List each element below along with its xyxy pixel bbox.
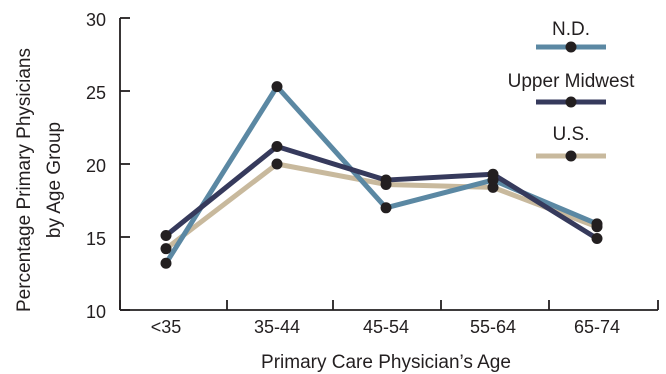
y-tick-label: 15 bbox=[86, 229, 106, 249]
data-point bbox=[271, 140, 283, 152]
y-axis-ticks: 10 15 20 25 30 bbox=[86, 10, 130, 322]
legend: N.D. Upper Midwest U.S. bbox=[508, 19, 635, 162]
series-layer bbox=[160, 81, 603, 269]
legend-swatch-marker bbox=[565, 150, 577, 162]
y-tick-label: 20 bbox=[86, 156, 106, 176]
y-tick-label: 10 bbox=[86, 302, 106, 322]
y-axis-title-line-2: by Age Group bbox=[44, 122, 65, 238]
x-axis-title: Primary Care Physician’s Age bbox=[261, 352, 511, 373]
legend-swatch-marker bbox=[565, 96, 577, 108]
legend-swatch-marker bbox=[565, 41, 577, 53]
y-axis-title: Percentage Primary Physicians by Age Gro… bbox=[14, 48, 65, 312]
y-tick-label: 30 bbox=[86, 10, 106, 30]
data-point bbox=[160, 257, 172, 269]
x-tick-label: 65-74 bbox=[574, 317, 620, 337]
legend-label: U.S. bbox=[553, 124, 590, 145]
data-point bbox=[271, 81, 283, 93]
data-point bbox=[271, 158, 283, 170]
series-line bbox=[163, 84, 600, 266]
data-point bbox=[591, 218, 603, 230]
x-axis-ticks: <35 35-44 45-54 55-64 65-74 bbox=[119, 300, 659, 337]
data-point bbox=[160, 230, 172, 242]
legend-label: N.D. bbox=[552, 19, 590, 40]
data-point bbox=[591, 232, 603, 244]
y-tick-label: 25 bbox=[86, 83, 106, 103]
legend-label: Upper Midwest bbox=[508, 71, 635, 92]
data-point bbox=[380, 202, 392, 214]
data-point bbox=[160, 243, 172, 255]
x-tick-label: <35 bbox=[151, 317, 182, 337]
x-tick-label: 55-64 bbox=[470, 317, 516, 337]
x-tick-label: 35-44 bbox=[254, 317, 300, 337]
x-tick-label: 45-54 bbox=[363, 317, 409, 337]
data-point bbox=[487, 168, 499, 180]
y-axis-title-line-1: Percentage Primary Physicians bbox=[14, 48, 35, 312]
data-point bbox=[380, 174, 392, 186]
